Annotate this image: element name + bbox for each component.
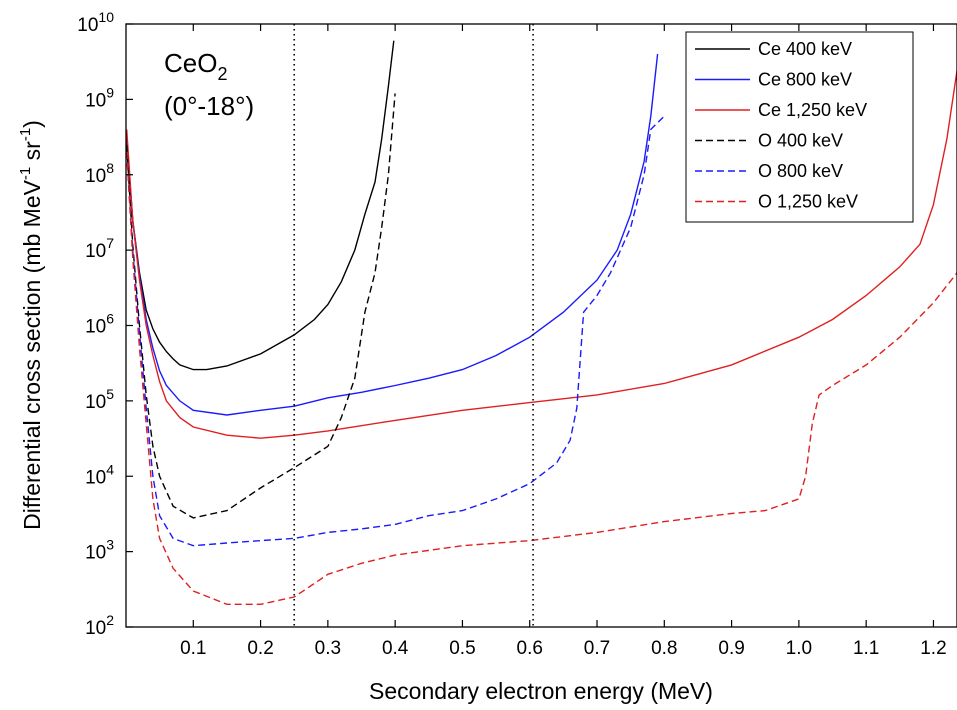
series-line-5 xyxy=(126,115,665,547)
x-tick-label: 0.9 xyxy=(718,638,744,659)
legend: Ce 400 keV Ce 800 keV Ce 1,250 keV O 400 ke… xyxy=(685,31,914,223)
x-tick-label: 0.1 xyxy=(180,638,206,659)
y-tick-label: 106 xyxy=(85,311,114,338)
y-tick-label: 1010 xyxy=(77,9,114,36)
series-line-6 xyxy=(126,152,957,605)
y-tick-label: 103 xyxy=(85,537,114,564)
plot-frame xyxy=(125,23,957,628)
series-layer xyxy=(126,40,957,605)
series-line-4 xyxy=(126,93,396,519)
legend-label-6: O 1,250 keV xyxy=(758,192,858,212)
y-tick-label: 105 xyxy=(85,386,114,413)
legend-label-3: Ce 1,250 keV xyxy=(758,100,867,120)
series-line-1 xyxy=(126,40,395,371)
legend-label-5: O 800 keV xyxy=(758,161,843,181)
y-tick-label: 109 xyxy=(85,84,114,111)
legend-label-1: Ce 400 keV xyxy=(758,39,852,59)
x-tick-label: 1.1 xyxy=(853,638,879,659)
x-tick-label: 0.5 xyxy=(449,638,475,659)
x-tick-label: 0.8 xyxy=(651,638,677,659)
x-tick-label: 1.2 xyxy=(920,638,946,659)
vertical-markers xyxy=(293,24,534,627)
series-line-2 xyxy=(126,53,659,416)
material-label: CeO2 xyxy=(164,48,227,84)
y-axis-title: Differential cross section (mb MeV-1 sr-… xyxy=(17,120,45,530)
angle-range-label: (0°-18°) xyxy=(164,91,254,121)
y-tick-label: 102 xyxy=(85,612,114,639)
x-tick-label: 0.3 xyxy=(315,638,341,659)
y-tick-label: 107 xyxy=(85,235,114,262)
x-tick-label: 0.2 xyxy=(247,638,273,659)
series-line-3 xyxy=(126,70,957,439)
axis-ticks: 0.1 0.2 0.3 0.4 0.5 0.6 0.7 0.8 0.9 1.0 1.1 1.2 102 1… xyxy=(77,9,946,659)
legend-label-2: Ce 800 keV xyxy=(758,70,852,90)
x-tick-label: 0.6 xyxy=(517,638,543,659)
y-tick-label: 104 xyxy=(85,461,114,488)
legend-box xyxy=(685,31,914,223)
x-tick-label: 0.7 xyxy=(584,638,610,659)
legend-label-4: O 400 keV xyxy=(758,131,843,151)
x-tick-label: 0.4 xyxy=(382,638,409,659)
y-tick-label: 108 xyxy=(85,160,114,187)
x-axis-title: Secondary electron energy (MeV) xyxy=(369,678,713,704)
x-tick-label: 1.0 xyxy=(786,638,812,659)
